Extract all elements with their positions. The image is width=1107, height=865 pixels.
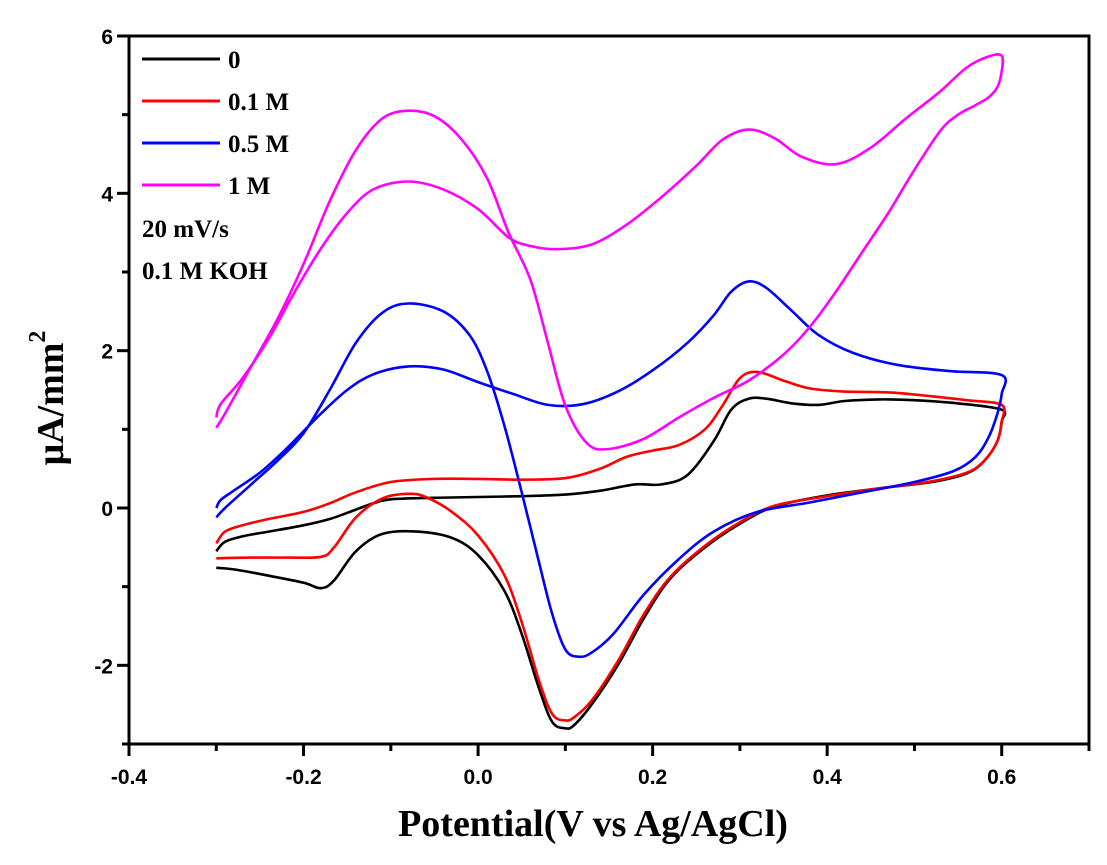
y-axis-title-group: μA/mm2 [25,331,72,466]
y-tick-label: -2 [94,655,113,678]
plot-frame [127,34,1091,746]
y-tick-label: 6 [101,26,113,49]
y-tick-label: 0 [101,498,113,521]
x-tick-label: -0.2 [285,766,321,789]
series-line-0-5-m [215,279,1008,659]
annotation-electrolyte: 0.1 M KOH [142,258,268,285]
legend-item: 1 M [142,173,270,200]
series-line-1-m [215,53,1005,451]
x-axis-ticks [127,744,1091,756]
legend: 0 0.1 M 0.5 M 1 M [142,47,289,200]
legend-item: 0.1 M [142,89,289,116]
legend-label: 1 M [228,173,270,200]
x-tick-label: -0.4 [111,766,148,789]
y-axis-tick-labels: -2 0 2 4 6 [94,26,113,678]
x-tick-label: 0.2 [638,766,667,789]
x-tick-label: 0.4 [813,766,843,789]
plot-lines [215,53,1008,730]
y-tick-label: 2 [101,341,113,364]
series-line-0 [215,396,1007,730]
legend-label: 0.5 M [228,131,289,158]
legend-item: 0 [142,47,241,74]
x-axis-title: Potential(V vs Ag/AgCl) [398,803,788,845]
y-axis-ticks [117,34,129,746]
series-line-0-1-m [215,370,1006,722]
legend-label: 0 [228,47,241,74]
annotation-scan-rate: 20 mV/s [142,216,229,243]
legend-item: 0.5 M [142,131,289,158]
y-axis-title-superscript: 2 [25,331,51,343]
y-tick-label: 4 [101,183,113,206]
y-axis-title: μA/mm2 [25,331,72,466]
y-axis-title-main: μA/mm [30,343,72,466]
x-axis-tick-labels: -0.4 -0.2 0.0 0.2 0.4 0.6 [111,766,1016,789]
x-tick-label: 0.0 [463,766,492,789]
legend-label: 0.1 M [228,89,289,116]
x-tick-label: 0.6 [987,766,1016,789]
